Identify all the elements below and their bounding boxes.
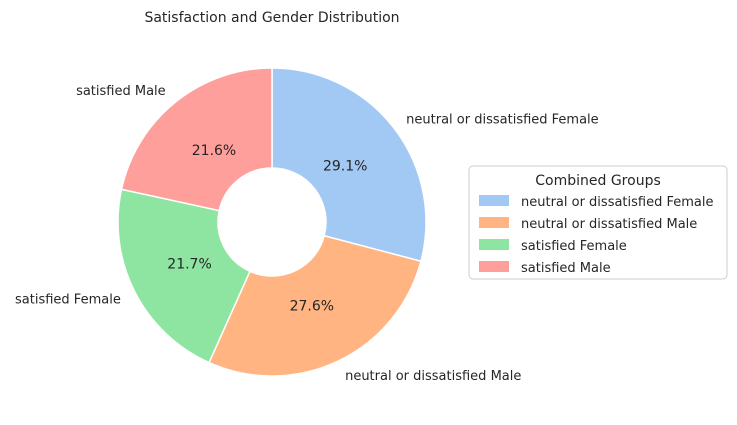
slice-neutral-or-dissatisfied-male bbox=[208, 234, 422, 377]
slice-percent-neutral-or-dissatisfied-female: 29.1% bbox=[323, 159, 367, 175]
slice-label-satisfied-male: satisfied Male bbox=[76, 84, 166, 99]
legend-label-neutral-or-dissatisfied-female: neutral or dissatisfied Female bbox=[521, 195, 714, 210]
legend-label-satisfied-male: satisfied Male bbox=[521, 261, 611, 276]
slice-neutral-or-dissatisfied-female bbox=[271, 67, 427, 263]
legend-label-satisfied-female: satisfied Female bbox=[521, 239, 627, 254]
slice-label-satisfied-female: satisfied Female bbox=[15, 292, 121, 307]
slice-percent-satisfied-female: 21.7% bbox=[167, 257, 211, 273]
chart-title: Satisfaction and Gender Distribution bbox=[144, 10, 399, 26]
slice-satisfied-male bbox=[120, 67, 273, 212]
slice-percent-labels: 29.1% 27.6% 21.7% 21.6% bbox=[167, 143, 367, 314]
slice-label-neutral-or-dissatisfied-female: neutral or dissatisfied Female bbox=[406, 113, 598, 128]
legend-swatch-satisfied-female bbox=[479, 239, 509, 250]
slice-satisfied-female bbox=[117, 188, 251, 364]
slice-label-neutral-or-dissatisfied-male: neutral or dissatisfied Male bbox=[345, 369, 521, 384]
pie-slices bbox=[117, 67, 427, 377]
legend-swatch-neutral-or-dissatisfied-male bbox=[479, 217, 509, 228]
slice-percent-neutral-or-dissatisfied-male: 27.6% bbox=[290, 298, 334, 314]
legend-title: Combined Groups bbox=[535, 173, 661, 189]
legend-swatch-neutral-or-dissatisfied-female bbox=[479, 195, 509, 206]
legend-swatch-satisfied-male bbox=[479, 261, 509, 272]
legend-items: neutral or dissatisfied Female neutral or… bbox=[479, 195, 714, 276]
slice-percent-satisfied-male: 21.6% bbox=[192, 143, 236, 159]
slice-category-labels: neutral or dissatisfied Female neutral or… bbox=[15, 84, 599, 384]
legend: Combined Groups neutral or dissatisfied … bbox=[468, 165, 728, 280]
legend-frame bbox=[468, 165, 728, 280]
legend-label-neutral-or-dissatisfied-male: neutral or dissatisfied Male bbox=[521, 217, 697, 232]
